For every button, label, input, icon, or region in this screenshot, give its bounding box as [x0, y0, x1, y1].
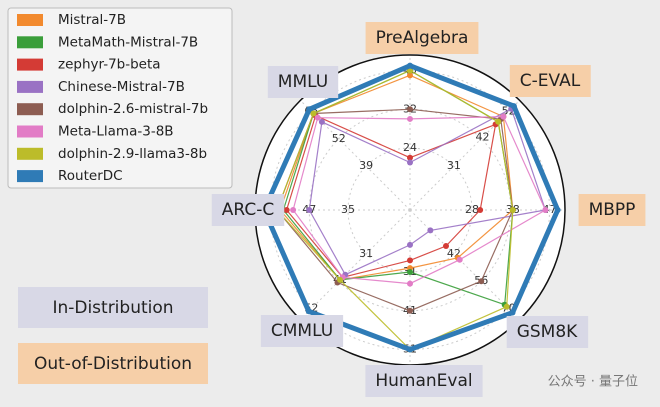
axis-label-box [506, 316, 589, 348]
legend-swatch [17, 147, 43, 160]
series-point [407, 280, 413, 287]
spoke [409, 100, 520, 211]
series-point [314, 114, 321, 121]
series-point [318, 118, 325, 125]
series-point [407, 154, 413, 161]
axis-label-box [365, 22, 479, 54]
axis-label: MMLU [278, 72, 328, 92]
series-point [456, 256, 463, 263]
group-box [18, 287, 208, 328]
series-point [478, 278, 485, 285]
tick-label: 28 [465, 203, 479, 216]
series-point [305, 308, 312, 315]
series-point [443, 243, 450, 250]
legend-label: MetaMath-Mistral-7B [58, 34, 198, 50]
legend-label: Chinese-Mistral-7B [58, 79, 185, 95]
series-point [283, 207, 290, 213]
series-point [407, 115, 413, 122]
series-point [427, 227, 434, 234]
spoke [300, 209, 411, 320]
axis-label: MBPP [589, 200, 636, 220]
legend-swatch [17, 103, 43, 116]
watermark: 公众号 · 量子位 [548, 375, 638, 390]
series-point [495, 118, 502, 125]
axis-label: GSM8K [517, 322, 578, 342]
series-point [407, 307, 413, 314]
legend-label: zephyr-7b-beta [58, 57, 161, 73]
series-point [509, 207, 516, 213]
legend-label: Mistral-7B [58, 12, 126, 28]
series-point [407, 257, 413, 264]
series-point [407, 241, 413, 248]
group-box [18, 343, 208, 384]
axis-label-box [211, 194, 285, 226]
axis-label: PreAlgebra [376, 28, 469, 48]
series-point [306, 106, 313, 113]
tick-label: 39 [359, 159, 373, 172]
axis-label: C-EVAL [520, 71, 581, 91]
legend-swatch [17, 58, 43, 71]
series-point [477, 207, 484, 213]
legend-swatch [17, 125, 43, 138]
series-point [542, 207, 549, 213]
axis-label: CMMLU [271, 321, 333, 341]
legend-box [7, 7, 233, 189]
legend-swatch [17, 170, 43, 183]
tick-label: 35 [341, 203, 355, 216]
legend-swatch [17, 14, 43, 26]
spoke [300, 100, 411, 211]
series-point [510, 103, 517, 110]
axis-label-box [509, 65, 591, 97]
legend-label: dolphin-2.6-mistral-7b [58, 101, 208, 117]
series-point [554, 207, 561, 213]
group-label: Out-of-Distribution [34, 354, 192, 374]
series-point [503, 303, 510, 310]
series-point [407, 106, 413, 113]
series-point [290, 207, 297, 213]
series-point [500, 113, 507, 120]
series-point [407, 62, 413, 69]
series-point [407, 346, 413, 353]
series-point [407, 72, 413, 79]
tick-label: 52 [332, 132, 346, 145]
legend-swatch [17, 80, 43, 93]
legend-label: RouterDC [58, 168, 123, 184]
series-point [407, 159, 413, 166]
grid-ring [270, 70, 550, 350]
series-point [509, 309, 516, 316]
tick-label: 31 [447, 159, 461, 172]
axis-label: HumanEval [375, 371, 472, 391]
axis-label-box [365, 365, 483, 397]
axis-label: ARC-C [222, 200, 274, 220]
tick-label: 42 [476, 130, 490, 143]
axis-label-box [578, 194, 646, 226]
legend-label: Meta-Llama-3-8B [58, 124, 174, 140]
group-label: In-Distribution [52, 298, 173, 318]
series-point [306, 207, 313, 213]
legend-swatch [17, 36, 43, 49]
series-point [337, 276, 344, 283]
axis-label-box [267, 66, 339, 98]
series-point [310, 110, 317, 117]
tick-label: 24 [403, 141, 417, 154]
series-point [407, 269, 413, 275]
axis-label-box [260, 315, 344, 347]
tick-label: 31 [359, 247, 373, 260]
legend-label: dolphin-2.9-llama3-8b [58, 146, 207, 162]
